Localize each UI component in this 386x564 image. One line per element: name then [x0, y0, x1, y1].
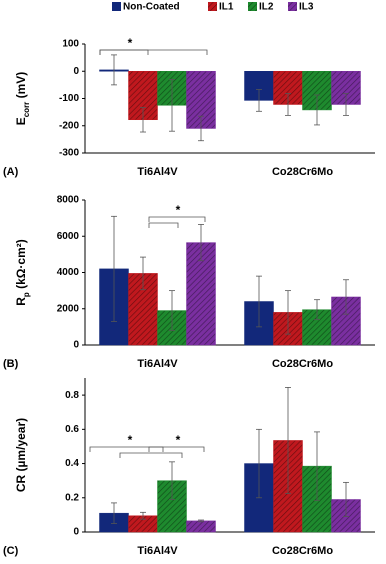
significance-label: *	[128, 433, 133, 447]
significance-bracket	[119, 452, 183, 458]
y-axis-label-part: E	[14, 117, 28, 125]
y-tick-label: -100	[59, 93, 79, 104]
significance-bracket	[148, 216, 206, 222]
legend-swatch	[208, 2, 217, 11]
significance-bracket	[99, 49, 208, 55]
y-axis-label: CR (µm/year)	[14, 418, 28, 492]
legend-label: IL2	[259, 2, 274, 13]
y-tick-label: 0	[73, 66, 79, 77]
x-tick-label: Ti6Al4V	[137, 358, 178, 370]
significance-bracket	[89, 446, 164, 452]
y-tick-label: 0.2	[65, 492, 79, 503]
legend-swatch	[248, 2, 257, 11]
significance-bracket	[148, 222, 179, 228]
x-tick-label: Ti6Al4V	[137, 545, 178, 557]
legend-label: IL1	[219, 2, 234, 13]
y-tick-label: -300	[59, 148, 79, 159]
y-axis-label-part: corr	[22, 102, 31, 118]
x-tick-label: Co28Cr6Mo	[272, 166, 333, 178]
y-tick-label: 0.4	[65, 458, 79, 469]
y-tick-label: 4000	[57, 267, 80, 278]
y-tick-label: -200	[59, 120, 79, 131]
bar	[186, 520, 216, 533]
panel-label: (A)	[3, 166, 19, 178]
y-axis-label-part: R	[14, 297, 28, 306]
y-axis-label-part: (mV)	[14, 72, 28, 102]
x-tick-label: Co28Cr6Mo	[272, 545, 333, 557]
y-tick-label: 8000	[57, 195, 80, 206]
legend-swatch	[112, 2, 121, 11]
y-tick-label: 0.6	[65, 424, 79, 435]
significance-label: *	[128, 36, 133, 50]
panel-label: (C)	[3, 545, 19, 557]
legend-label: Non-Coated	[123, 2, 180, 13]
significance-label: *	[176, 433, 181, 447]
y-tick-label: 6000	[57, 231, 80, 242]
x-tick-label: Ti6Al4V	[137, 166, 178, 178]
y-tick-label: 2000	[57, 303, 80, 314]
y-tick-label: 0.8	[65, 390, 79, 401]
y-axis-label: Ecorr (mV)	[14, 72, 30, 126]
x-tick-label: Co28Cr6Mo	[272, 358, 333, 370]
y-axis-label-part: (kΩ·cm²)	[14, 239, 28, 292]
significance-label: *	[176, 203, 181, 217]
y-axis-label: Rp (kΩ·cm²)	[14, 239, 30, 306]
y-tick-label: 100	[62, 39, 79, 50]
legend-swatch	[288, 2, 297, 11]
significance-bracket	[148, 446, 205, 452]
significance-bracket	[99, 49, 149, 55]
legend-label: IL3	[299, 2, 314, 13]
y-tick-label: 0	[73, 340, 79, 351]
panel-label: (B)	[3, 358, 19, 370]
y-tick-label: 0	[73, 527, 79, 538]
y-axis-label-part: p	[22, 292, 31, 297]
